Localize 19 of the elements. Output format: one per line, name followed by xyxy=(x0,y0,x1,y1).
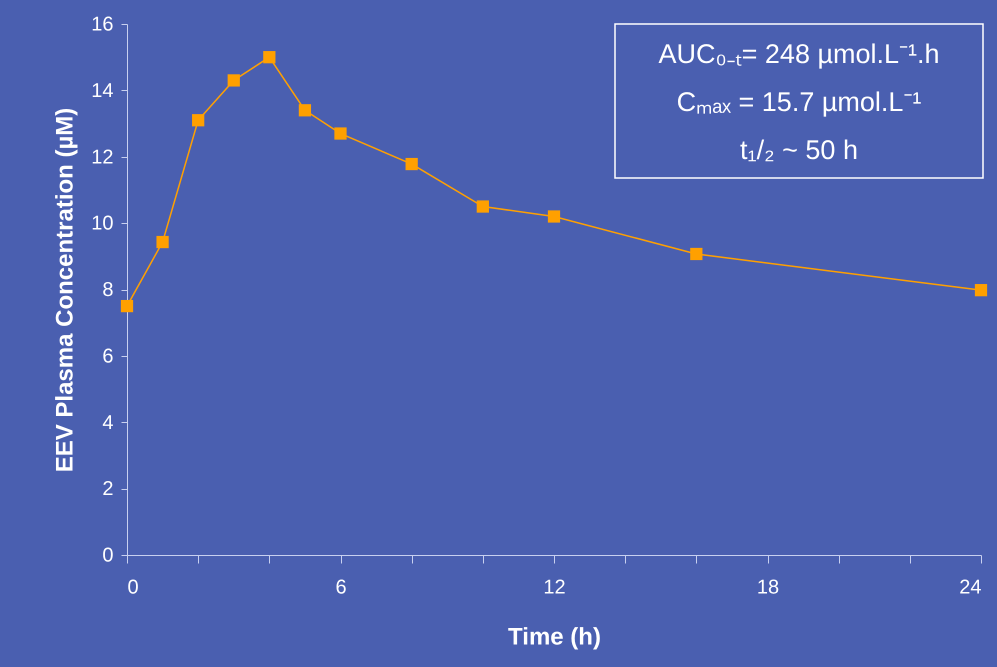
annotation: t₁/₂ ~ 50 h xyxy=(740,135,858,165)
annotation: AUC₀₋ₜ= 248 µmol.L⁻¹.h xyxy=(658,39,940,69)
x-axis-title: Time (h) xyxy=(508,624,601,650)
y-tick-label: 4 xyxy=(102,412,114,434)
y-tick-label: 14 xyxy=(91,80,114,102)
x-tick-label: 0 xyxy=(128,576,139,598)
y-tick-label: 0 xyxy=(102,544,114,566)
x-tick-label: 24 xyxy=(959,576,982,598)
y-tick-label: 10 xyxy=(91,212,114,235)
y-tick-label: 12 xyxy=(91,146,114,168)
x-tick-label: 18 xyxy=(756,576,780,598)
annotation: Cₘₐₓ = 15.7 µmol.L⁻¹ xyxy=(676,87,922,117)
y-tick-label: 2 xyxy=(102,478,114,500)
y-tick-label: 8 xyxy=(102,279,114,301)
x-tick-label: 6 xyxy=(335,576,347,598)
y-axis-title: EEV Plasma Concentration (µM) xyxy=(51,108,78,472)
x-tick-label: 12 xyxy=(543,576,566,598)
y-tick-label: 6 xyxy=(102,345,114,368)
y-tick-label: 16 xyxy=(91,14,114,36)
